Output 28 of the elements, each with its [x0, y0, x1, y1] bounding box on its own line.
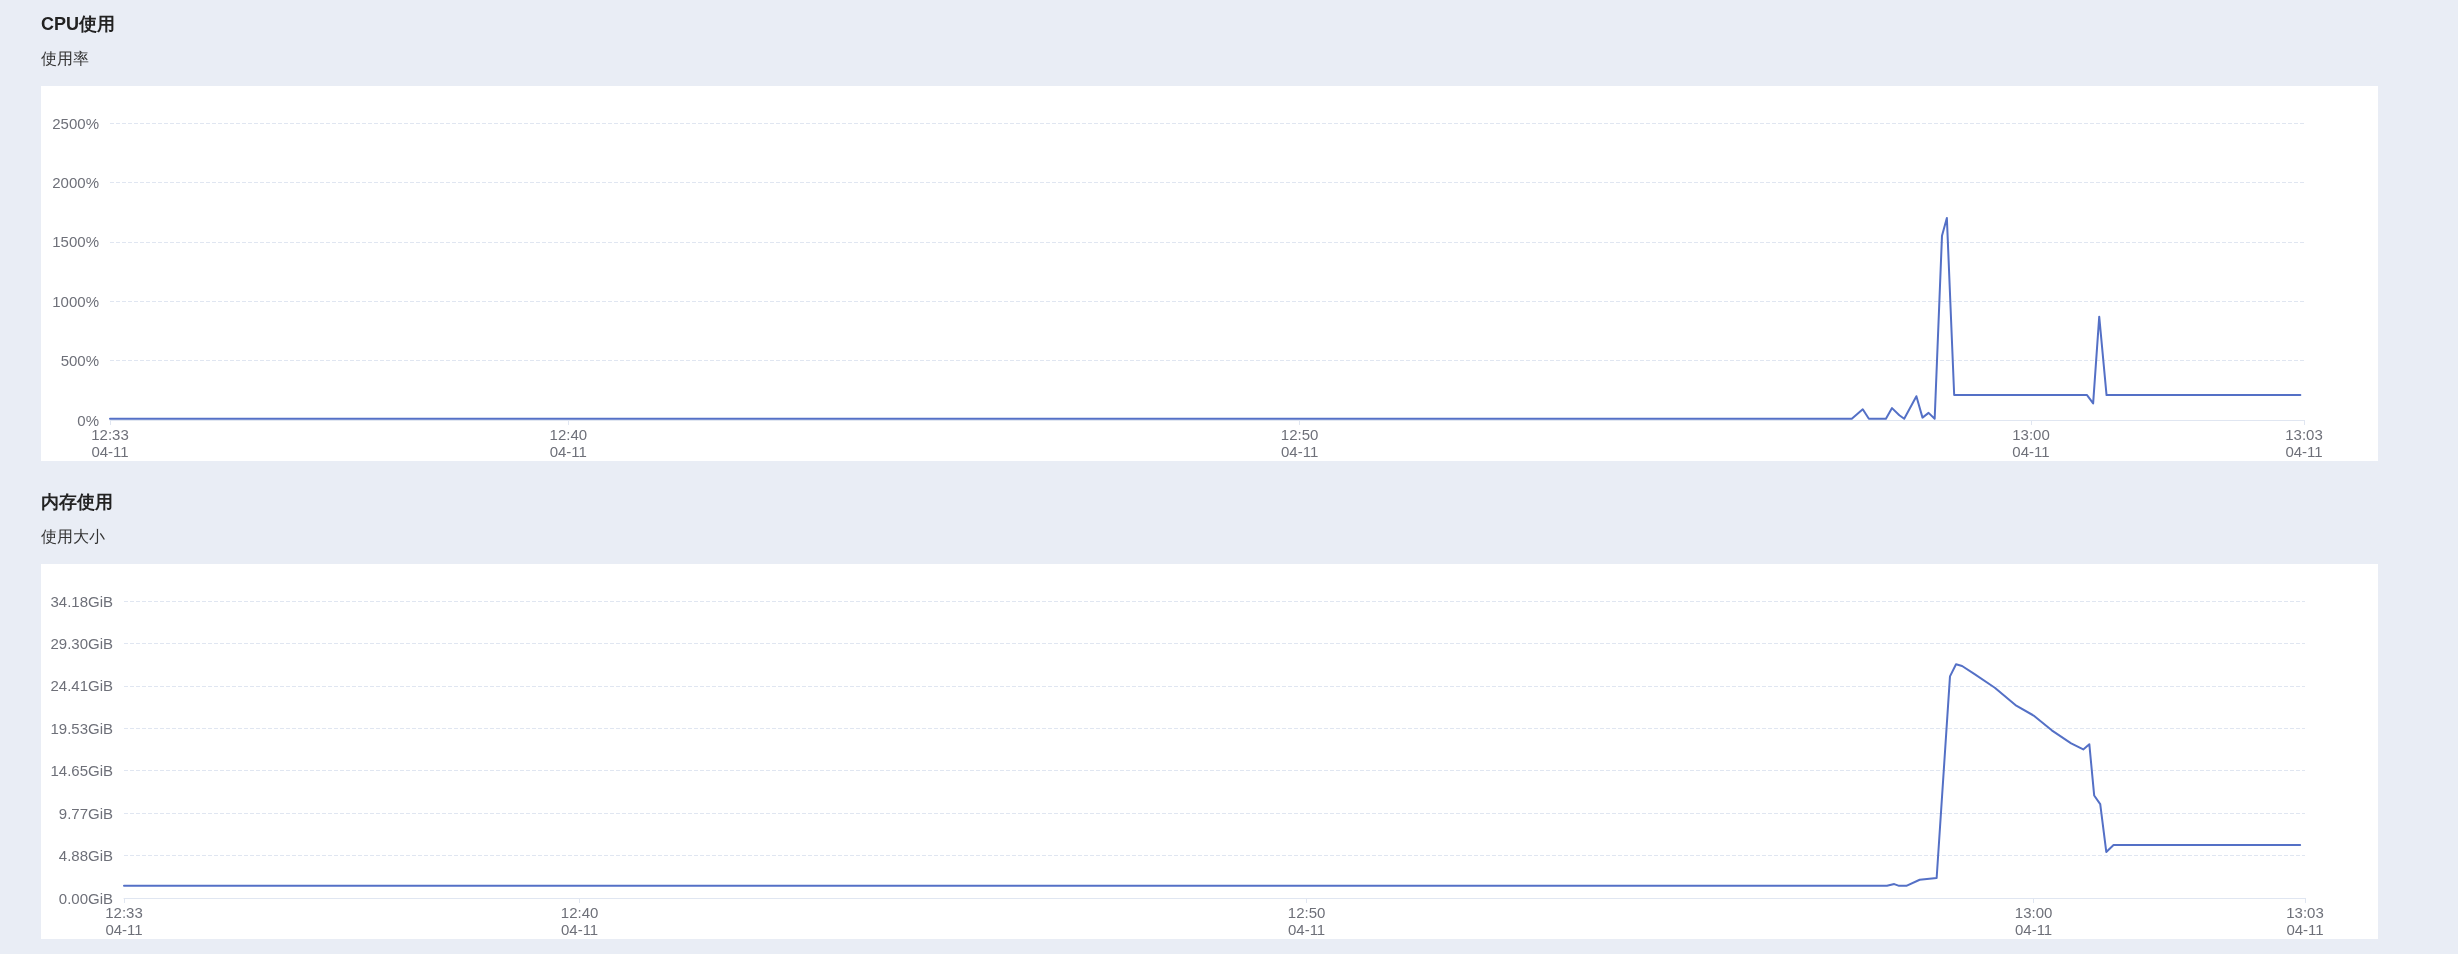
y-tick-label: 2000% — [52, 173, 99, 191]
chart-title: 内存使用 — [41, 491, 113, 514]
y-tick-label: 34.18GiB — [50, 592, 113, 610]
x-tick-label: 12:40 04-11 — [560, 904, 599, 938]
chart-title: CPU使用 — [41, 13, 116, 36]
x-tick-label: 12:50 04-11 — [1287, 904, 1326, 938]
x-tick-label: 12:50 04-11 — [1280, 426, 1319, 460]
y-tick-label: 0.00GiB — [58, 889, 113, 907]
x-tick-label: 13:03 04-11 — [2285, 426, 2323, 460]
y-tick-label: 4.88GiB — [58, 847, 113, 865]
y-tick-label: 2500% — [52, 114, 99, 132]
y-tick-label: 9.77GiB — [58, 804, 113, 822]
x-tick-label: 13:00 04-11 — [2012, 426, 2050, 460]
y-tick-label: 14.65GiB — [50, 762, 113, 780]
x-tick-label: 12:40 04-11 — [549, 426, 588, 460]
y-tick-label: 500% — [60, 352, 99, 370]
chart-subtitle: 使用大小 — [41, 527, 105, 547]
y-tick-label: 0% — [77, 411, 99, 429]
x-tick-label: 12:33 04-11 — [91, 426, 129, 460]
x-tick-label: 12:33 04-11 — [105, 904, 143, 938]
chart-subtitle: 使用率 — [41, 49, 89, 69]
x-tick-label: 13:03 04-11 — [2286, 904, 2324, 938]
y-tick-label: 24.41GiB — [50, 677, 113, 695]
x-tick-label: 13:00 04-11 — [2014, 904, 2053, 938]
y-tick-label: 19.53GiB — [50, 719, 113, 737]
y-tick-label: 29.30GiB — [50, 634, 113, 652]
y-tick-label: 1500% — [52, 233, 99, 251]
y-tick-label: 1000% — [52, 292, 99, 310]
